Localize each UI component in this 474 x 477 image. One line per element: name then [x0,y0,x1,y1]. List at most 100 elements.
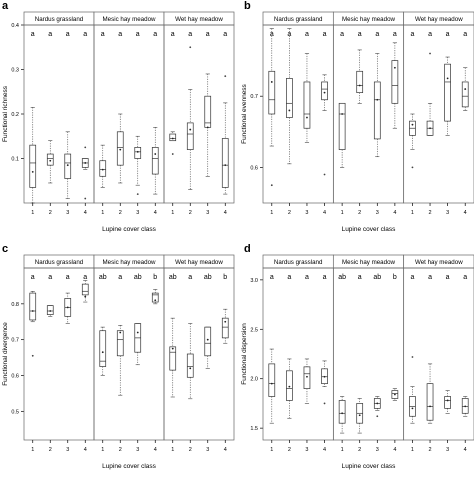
y-axis-label: Functional richness [2,85,9,142]
x-tick-label: 4 [393,210,396,216]
outlier-point [31,354,34,357]
box-3: a3 [444,31,451,216]
y-axis-label: Functional divergence [2,322,9,386]
y-tick-label: 0.8 [11,302,19,308]
box-mean-point [393,66,396,69]
x-tick-label: 2 [119,447,122,453]
x-tick-label: 3 [446,210,449,216]
x-tick-label: 4 [84,210,87,216]
box-mean-point [189,128,192,131]
facet-strip-label: Nardus grassland [35,16,84,23]
box-4: a4 [321,274,328,453]
box-iqr [46,153,54,166]
box-4: a4 [321,31,328,216]
significance-letter: a [153,31,157,38]
box-mean-point [393,393,396,396]
box-mean-point [154,153,157,155]
x-tick-label: 3 [446,447,449,453]
box-4: b4 [151,274,159,453]
box-iqr [134,147,142,159]
box-iqr [81,283,89,296]
significance-letter: a [305,31,309,38]
box-iqr [303,81,311,129]
box-1: a1 [268,274,276,453]
box-iqr [286,78,293,118]
x-tick-label: 4 [84,447,87,453]
box-mean-point [429,127,431,130]
box-iqr [169,346,177,371]
significance-letter: a [428,31,432,38]
facet-strip-label: Mesic hay meadow [342,259,395,266]
significance-letter: ab [99,274,107,281]
outlier-point [411,166,414,169]
outlier-point [376,415,379,418]
box-2: a2 [286,28,293,216]
y-tick-label: 0.7 [250,94,258,100]
box-1: a1 [29,274,37,453]
box-mean-point [84,162,87,164]
x-tick-label: 1 [31,447,34,453]
x-tick-label: 3 [376,210,379,216]
box-1: ab 1 [338,274,346,453]
box-mean-point [306,116,308,119]
significance-letter: ab [338,274,346,281]
box-mean-point [288,109,291,112]
significance-letter: a [83,274,87,281]
facet-strip-label: Mesic hay meadow [342,16,395,23]
box-mean-point [84,295,87,298]
y-tick-label: 2.5 [250,327,258,333]
box-3: a3 [134,31,142,216]
panel-a: a 0.1 0.2 0.3 0.4 Functional richness Lupine c… [2,0,235,233]
box-mean-point [224,164,227,167]
x-tick-label: 2 [429,447,432,453]
box-4: b4 [221,274,229,453]
box-4: a4 [461,31,469,216]
significance-letter: a [188,31,192,38]
x-tick-label: 4 [224,447,227,453]
panel-letter: b [244,0,251,12]
x-tick-label: 2 [189,210,192,216]
box-1: ab 1 [169,274,177,453]
box-mean-point [323,375,326,378]
x-axis-label: Lupine cover class [342,463,397,470]
box-2: a2 [186,31,194,216]
box-mean-point [446,399,449,402]
box-1: ab 1 [99,274,107,453]
box-iqr [29,292,37,321]
box-iqr [64,153,72,179]
box-1: a1 [338,31,346,216]
significance-letter: b [393,274,397,281]
box-mean-point [189,367,192,370]
y-tick-label: 3.0 [250,278,258,284]
box-iqr [338,102,346,150]
box-4: a4 [461,274,469,453]
box-iqr [151,147,159,175]
outlier-point [136,193,139,196]
box-iqr [303,366,311,389]
box-4: a4 [391,31,399,216]
x-tick-label: 1 [341,447,344,453]
box-iqr [186,122,194,150]
box-iqr [373,81,381,140]
box-iqr [221,138,229,188]
facet-strip-label: Mesic hay meadow [103,16,156,23]
x-tick-label: 2 [119,210,122,216]
box-2: a2 [186,274,194,453]
box-mean-point [376,98,379,101]
x-axis-label: Lupine cover class [102,226,157,233]
significance-letter: a [358,31,362,38]
significance-letter: a [48,31,52,38]
significance-letter: a [48,274,52,281]
x-tick-label: 1 [270,447,273,453]
box-2: a2 [46,274,54,453]
box-iqr [321,81,328,101]
x-tick-label: 2 [49,210,52,216]
box-iqr [99,160,107,177]
box-3: ab 3 [373,274,381,453]
box-mean-point [49,310,52,312]
x-tick-label: 2 [288,210,291,216]
x-tick-label: 3 [305,210,308,216]
